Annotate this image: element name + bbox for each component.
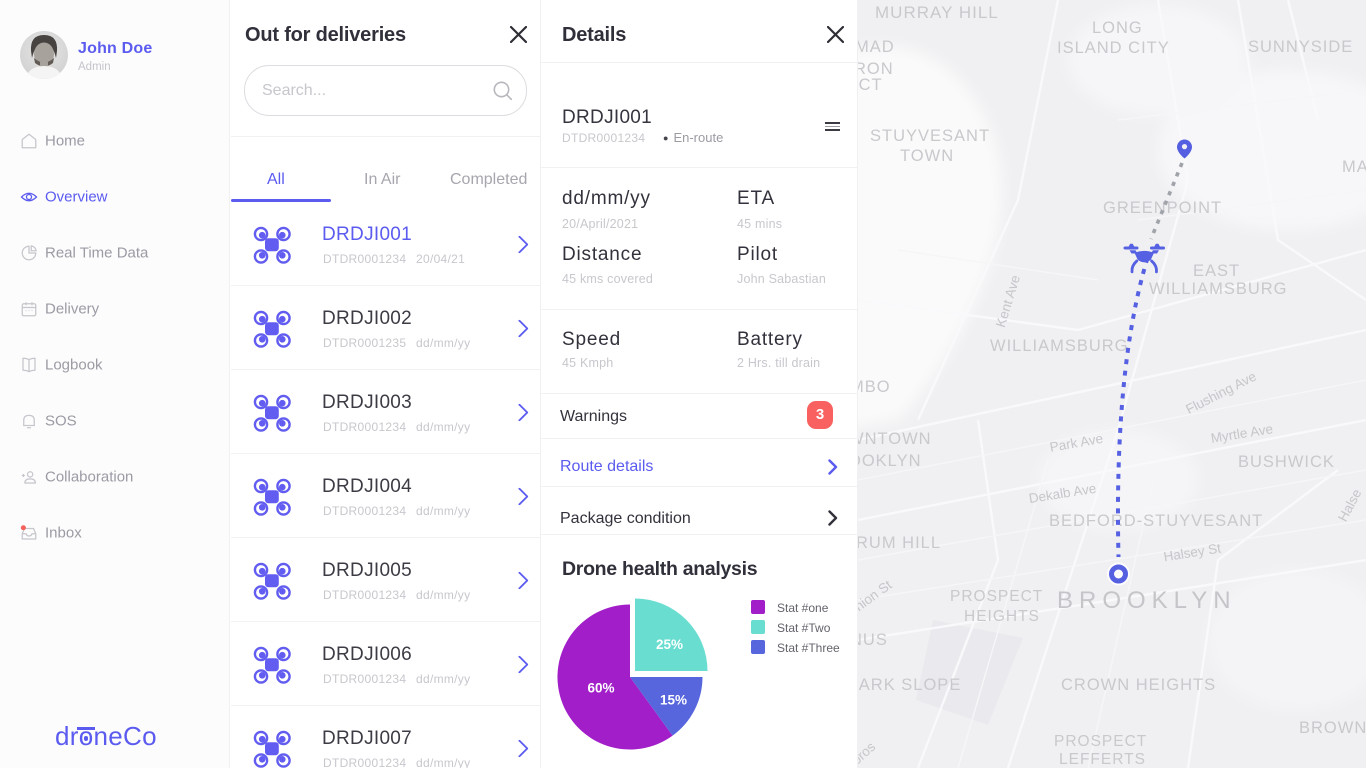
- svg-text:HEIGHTS: HEIGHTS: [964, 608, 1040, 625]
- svg-text:PARK SLOPE: PARK SLOPE: [858, 676, 961, 694]
- svg-text:MA: MA: [1342, 158, 1366, 176]
- svg-text:60%: 60%: [588, 681, 615, 696]
- svg-text:MURRAY HILL: MURRAY HILL: [875, 3, 999, 22]
- svg-text:BUSHWICK: BUSHWICK: [1238, 453, 1335, 471]
- svg-text:SUNNYSIDE: SUNNYSIDE: [1248, 38, 1353, 56]
- svg-text:LONG: LONG: [1092, 19, 1143, 37]
- svg-text:ICT: ICT: [858, 76, 883, 94]
- svg-text:BROOKLYN: BROOKLYN: [1057, 587, 1237, 614]
- svg-text:EAST: EAST: [1193, 262, 1240, 280]
- svg-text:ISLAND CITY: ISLAND CITY: [1057, 39, 1170, 57]
- svg-text:GREENPOINT: GREENPOINT: [1103, 199, 1222, 217]
- svg-text:MAD: MAD: [858, 38, 895, 56]
- svg-text:CROWN HEIGHTS: CROWN HEIGHTS: [1061, 676, 1216, 694]
- svg-text:PROSPECT: PROSPECT: [1054, 733, 1147, 750]
- svg-text:LEFFERTS: LEFFERTS: [1059, 751, 1146, 768]
- svg-text:STUYVESANT: STUYVESANT: [870, 127, 990, 145]
- svg-text:MBO: MBO: [858, 378, 891, 396]
- svg-text:TOWN: TOWN: [900, 147, 954, 165]
- svg-text:NUS: NUS: [858, 631, 888, 649]
- svg-text:OOKLYN: OOKLYN: [858, 452, 922, 470]
- svg-text:RUM HILL: RUM HILL: [858, 534, 941, 552]
- svg-text:PROSPECT: PROSPECT: [950, 588, 1043, 605]
- svg-text:WILLIAMSBURG: WILLIAMSBURG: [990, 337, 1129, 355]
- svg-text:WNTOWN: WNTOWN: [858, 430, 932, 448]
- svg-text:WILLIAMSBURG: WILLIAMSBURG: [1149, 280, 1288, 298]
- svg-text:25%: 25%: [656, 637, 683, 652]
- svg-text:RON: RON: [858, 60, 894, 78]
- svg-text:15%: 15%: [660, 693, 687, 708]
- svg-text:BROWN: BROWN: [1299, 719, 1366, 737]
- svg-text:BEDFORD-STUYVESANT: BEDFORD-STUYVESANT: [1049, 512, 1263, 530]
